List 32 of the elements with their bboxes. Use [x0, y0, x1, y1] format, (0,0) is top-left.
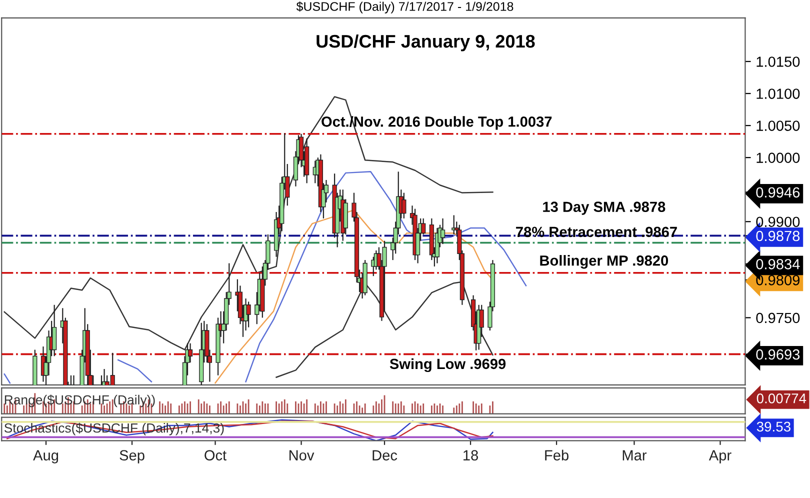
x-tick-label: Aug	[33, 450, 58, 464]
ref-line-label: 13 Day SMA .9878	[543, 202, 666, 215]
chart-subtitle: $USDCHF (Daily) 7/17/2017 - 1/9/2018	[296, 2, 514, 14]
x-tick-label: Dec	[372, 450, 398, 460]
x-tick-label: Sep	[120, 450, 144, 464]
candlestick	[246, 301, 251, 328]
x-tick-label: 18	[464, 450, 478, 460]
y-tick-label: 0.9809	[756, 275, 800, 286]
x-tick-label: Mar	[622, 450, 647, 460]
text: 39.53	[756, 422, 790, 432]
y-tick-label: 1.0050	[756, 120, 800, 131]
ref-line-label: Swing Low .9699	[390, 358, 506, 372]
y-tick-label: 0.9946	[756, 187, 800, 198]
y-tick-label: 0.9693	[756, 349, 800, 360]
text: 0.00774	[756, 393, 806, 404]
ref-line-label: 78% Retracement .9867	[516, 226, 677, 238]
y-tick-label: 1.0100	[756, 88, 800, 99]
y-tick-label: 1.0150	[756, 56, 800, 67]
x-tick-label: Nov	[290, 450, 314, 460]
x-tick-label: Apr	[708, 450, 732, 464]
y-tick-label: 0.9900	[756, 216, 800, 228]
y-tick-label: 0.9750	[756, 312, 800, 324]
text: USD/CHF January 9, 2018	[316, 34, 535, 52]
x-tick-label: Feb	[545, 450, 568, 460]
candlestick	[440, 218, 446, 245]
candlestick	[421, 218, 426, 235]
candlestick	[402, 192, 406, 219]
ref-line-label: Bollinger MP .9820	[540, 255, 668, 269]
y-tick-label: 0.9834	[756, 258, 800, 270]
x-tick-label: Oct	[204, 450, 226, 460]
y-tick-label: 1.0000	[756, 152, 800, 163]
y-tick-label: 0.9878	[756, 230, 800, 242]
